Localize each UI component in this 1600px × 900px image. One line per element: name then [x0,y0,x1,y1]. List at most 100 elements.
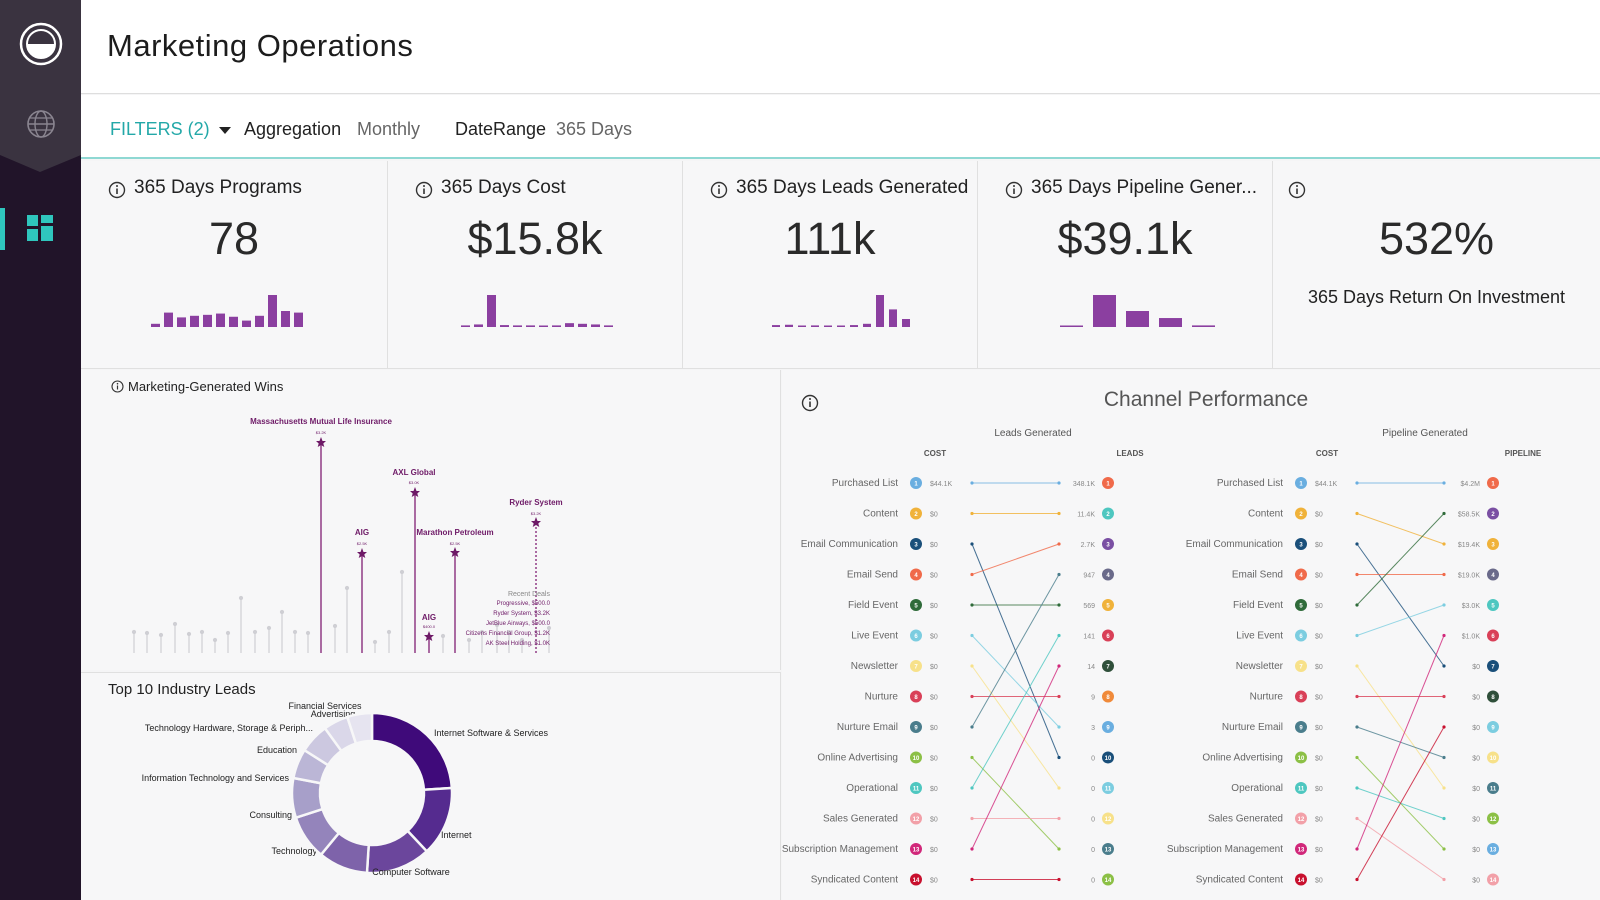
connector-dot [1442,694,1446,699]
dashboard-grid-icon[interactable] [26,214,54,242]
filter-bar: FILTERS (2) Aggregation Monthly DateRang… [81,95,1600,159]
donut-slice[interactable] [370,711,454,792]
channel-cost: $0 [930,542,938,549]
connector-dot [1355,847,1359,851]
channel-row-label: Syndicated Content [811,875,899,886]
leads-badge [1102,721,1114,733]
win-label: Massachusetts Mutual Life Insurance [250,417,392,426]
recent-deal: Citizens Financial Group, $1.2K [466,631,550,637]
channel-row-label: Live Event [851,631,898,642]
donut-label: Internet [441,830,472,840]
aggregation-value[interactable]: Monthly [357,119,421,139]
pipeline-value: $0 [1472,878,1480,885]
leads-badge-num: 3 [1106,543,1110,549]
channel-cost: $0 [1315,756,1323,763]
win-amount: $3.0K [409,480,420,485]
recent-deal: AK Steel Holding, $1.0K [486,641,550,647]
channel-badge-num: 5 [914,604,918,610]
channel-badge-num: 3 [1299,543,1303,549]
leads-badge [1102,782,1114,794]
channel-cost: $44.1K [930,481,953,488]
channel-performance-panel: Leads Generated Pipeline Generated COST … [782,370,1600,900]
channel-row-label: Nurture [1250,692,1284,703]
donut-label: Education [257,745,297,755]
channel-badge [910,782,922,794]
channel-performance-chart: Leads Generated Pipeline Generated COST … [782,428,1542,886]
info-icon[interactable] [710,181,728,199]
kpi-card-roi[interactable]: 532% 365 Days Return On Investment [1273,161,1600,369]
marketing-wins-panel: Massachusetts Mutual Life Insurance AXL … [81,370,781,670]
info-icon[interactable] [801,394,819,412]
pipeline-badge-num: 10 [1490,756,1497,762]
channel-badge [910,477,922,489]
channel-cost: $0 [1315,573,1323,580]
filters-dropdown[interactable]: FILTERS (2) [110,119,210,139]
pipeline-badge-num: 2 [1491,512,1495,518]
connector-dot [1355,572,1359,577]
channel-badge-num: 4 [914,573,918,579]
connector-dot [1355,877,1359,882]
channel-badge [1295,812,1307,825]
spark-bar [474,324,483,327]
kpi-value: $15.8k [467,213,603,264]
win-amount: $2.5K [357,541,368,546]
info-icon[interactable] [1288,181,1306,199]
connector-dot [1057,542,1061,546]
pipeline-value: $0 [1472,847,1480,854]
leads-badge-num: 13 [1105,848,1112,854]
channel-badge-num: 12 [1298,817,1305,823]
win-amount: $2.5K [450,541,461,546]
pipeline-connector [1356,543,1445,667]
spark-bar [216,313,225,327]
channel-badge [910,812,922,825]
leads-value: 14 [1087,664,1095,671]
spark-bar [850,325,858,327]
donut-slice[interactable] [290,776,325,820]
leads-header: LEADS [1116,449,1144,458]
connector-dot [970,755,974,760]
connector-dot [1057,481,1061,485]
channel-cost: $0 [1315,512,1323,519]
channel-badge [910,721,922,733]
pipeline-value: $4.2M [1461,481,1481,488]
spark-bar [242,320,251,327]
channel-badge-num: 14 [1298,878,1305,884]
donut-slice[interactable] [345,711,374,746]
globe-icon[interactable] [25,108,57,140]
info-icon[interactable] [108,181,126,199]
kpi-value: 532% [1378,213,1495,264]
pipeline-section-title: Pipeline Generated [1382,428,1468,439]
connector-dot [1057,847,1061,851]
chevron-down-icon[interactable] [219,127,231,134]
kpi-card-leads[interactable]: 365 Days Leads Generated 111k [683,161,978,369]
spark-bar [863,323,871,327]
leads-badge [1102,873,1114,886]
kpi-card-programs[interactable]: 365 Days Programs 78 [81,161,388,369]
connector-dot [1057,694,1061,699]
channel-row-label: Online Advertising [817,753,898,764]
channel-cost: $0 [1315,786,1323,793]
connector-dot [1355,755,1359,760]
channel-badge [910,660,922,672]
connector-dot [1442,847,1446,851]
channel-badge-num: 2 [914,512,918,518]
nav-top-band [0,0,81,172]
connector-dot [970,633,974,638]
connector-dot [1442,542,1446,546]
channel-row-label: Nurture Email [1222,722,1283,733]
info-icon[interactable] [111,380,124,393]
kpi-card-pipeline[interactable]: 365 Days Pipeline Gener... $39.1k [978,161,1273,369]
daterange-value[interactable]: 365 Days [556,119,633,139]
channel-cost: $0 [1315,634,1323,641]
info-icon[interactable] [1005,181,1023,199]
connector-dot [1442,725,1446,729]
nav-selected-indicator [0,208,5,250]
app-logo-icon[interactable] [19,22,63,66]
info-icon[interactable] [415,181,433,199]
spark-bar [604,325,613,327]
leads-badge-num: 11 [1105,787,1112,793]
pipeline-value: $0 [1472,695,1480,702]
pipeline-connector [1356,513,1445,606]
pipeline-badge-num: 13 [1490,848,1497,854]
kpi-card-cost[interactable]: 365 Days Cost $15.8k [388,161,683,369]
